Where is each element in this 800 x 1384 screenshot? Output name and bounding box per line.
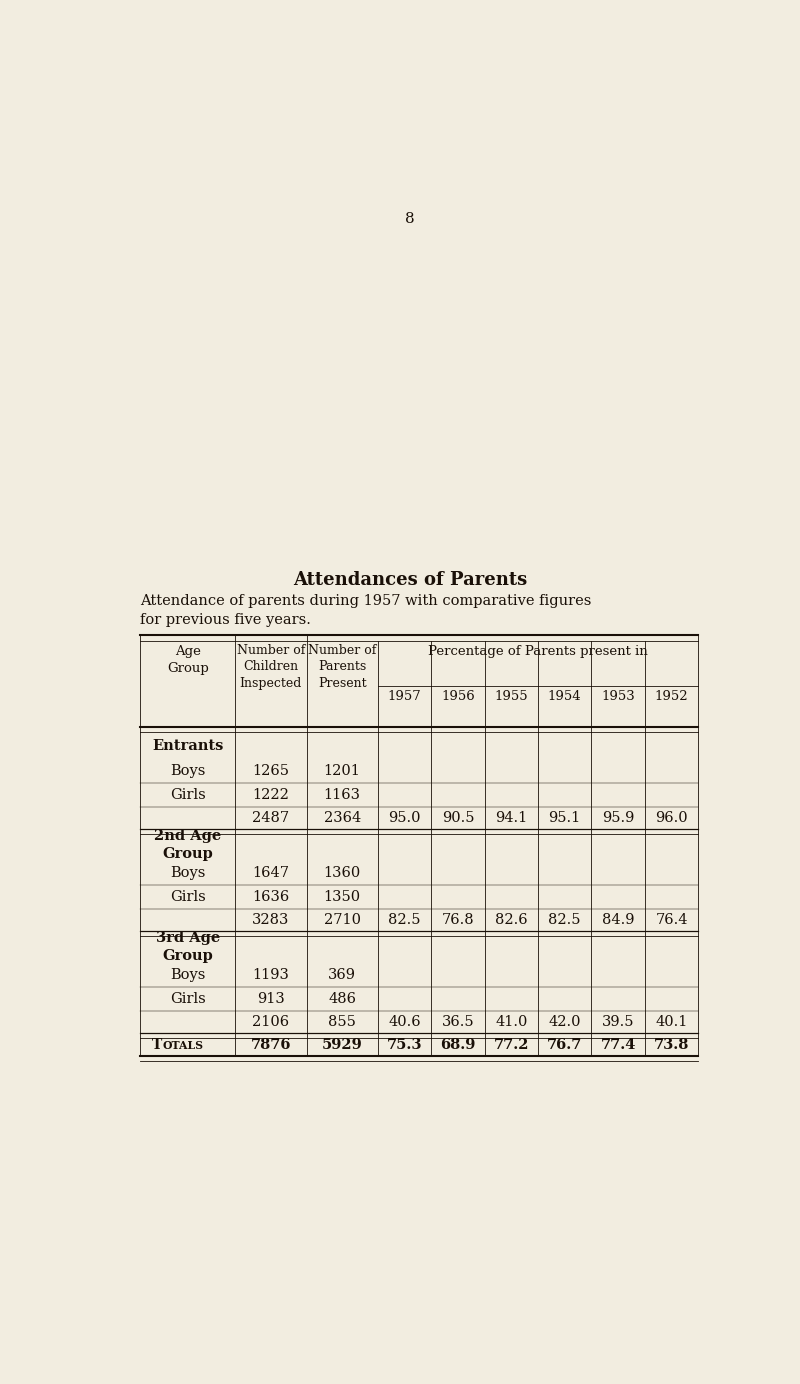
Text: Number of
Parents
Present: Number of Parents Present (308, 644, 376, 689)
Text: 1953: 1953 (602, 691, 635, 703)
Text: 90.5: 90.5 (442, 811, 474, 825)
Text: 2nd Age
Group: 2nd Age Group (154, 829, 222, 861)
Text: 1265: 1265 (252, 764, 290, 778)
Text: 76.8: 76.8 (442, 913, 474, 927)
Text: Girls: Girls (170, 992, 206, 1006)
Text: 1957: 1957 (387, 691, 422, 703)
Text: Boys: Boys (170, 969, 206, 983)
Text: 1954: 1954 (548, 691, 582, 703)
Text: 75.3: 75.3 (386, 1038, 422, 1052)
Text: 42.0: 42.0 (549, 1014, 581, 1030)
Text: 2710: 2710 (324, 913, 361, 927)
Text: Boys: Boys (170, 866, 206, 880)
Text: 1955: 1955 (494, 691, 528, 703)
Text: Age
Group: Age Group (167, 645, 209, 674)
Text: 39.5: 39.5 (602, 1014, 634, 1030)
Text: 73.8: 73.8 (654, 1038, 690, 1052)
Text: 1201: 1201 (324, 764, 361, 778)
Text: 5929: 5929 (322, 1038, 362, 1052)
Text: Percentage of Parents present in: Percentage of Parents present in (428, 645, 648, 657)
Text: 486: 486 (328, 992, 356, 1006)
Text: Girls: Girls (170, 890, 206, 904)
Text: Attendances of Parents: Attendances of Parents (293, 572, 527, 590)
Text: 1647: 1647 (252, 866, 290, 880)
Text: Girls: Girls (170, 787, 206, 801)
Text: 95.1: 95.1 (549, 811, 581, 825)
Text: 95.9: 95.9 (602, 811, 634, 825)
Text: 2364: 2364 (323, 811, 361, 825)
Text: 82.5: 82.5 (549, 913, 581, 927)
Text: 77.4: 77.4 (601, 1038, 636, 1052)
Text: 1193: 1193 (253, 969, 290, 983)
Text: 96.0: 96.0 (655, 811, 688, 825)
Text: for previous five years.: for previous five years. (140, 613, 311, 627)
Text: 369: 369 (328, 969, 356, 983)
Text: 77.2: 77.2 (494, 1038, 529, 1052)
Text: 2106: 2106 (252, 1014, 290, 1030)
Text: 40.1: 40.1 (655, 1014, 688, 1030)
Text: 36.5: 36.5 (442, 1014, 474, 1030)
Text: Attendance of parents during 1957 with comparative figures: Attendance of parents during 1957 with c… (140, 595, 592, 609)
Text: 1360: 1360 (323, 866, 361, 880)
Text: 1350: 1350 (323, 890, 361, 904)
Text: 76.7: 76.7 (547, 1038, 582, 1052)
Text: OTALS: OTALS (163, 1041, 204, 1052)
Text: 94.1: 94.1 (495, 811, 527, 825)
Text: 2487: 2487 (252, 811, 290, 825)
Text: 3rd Age
Group: 3rd Age Group (156, 931, 220, 963)
Text: 95.0: 95.0 (388, 811, 421, 825)
Text: 3283: 3283 (252, 913, 290, 927)
Text: 8: 8 (405, 212, 415, 226)
Text: Boys: Boys (170, 764, 206, 778)
Text: 7876: 7876 (250, 1038, 291, 1052)
Text: T: T (152, 1038, 162, 1052)
Text: 913: 913 (257, 992, 285, 1006)
Text: Number of
Children
Inspected: Number of Children Inspected (237, 644, 305, 689)
Text: 1636: 1636 (252, 890, 290, 904)
Text: 1163: 1163 (324, 787, 361, 801)
Text: 855: 855 (328, 1014, 356, 1030)
Text: 41.0: 41.0 (495, 1014, 527, 1030)
Text: 82.6: 82.6 (495, 913, 528, 927)
Text: 1952: 1952 (654, 691, 688, 703)
Text: 1222: 1222 (253, 787, 290, 801)
Text: 82.5: 82.5 (388, 913, 421, 927)
Text: 1956: 1956 (441, 691, 474, 703)
Text: 68.9: 68.9 (440, 1038, 475, 1052)
Text: 76.4: 76.4 (655, 913, 688, 927)
Text: Entrants: Entrants (152, 739, 223, 753)
Text: 40.6: 40.6 (388, 1014, 421, 1030)
Text: 84.9: 84.9 (602, 913, 634, 927)
